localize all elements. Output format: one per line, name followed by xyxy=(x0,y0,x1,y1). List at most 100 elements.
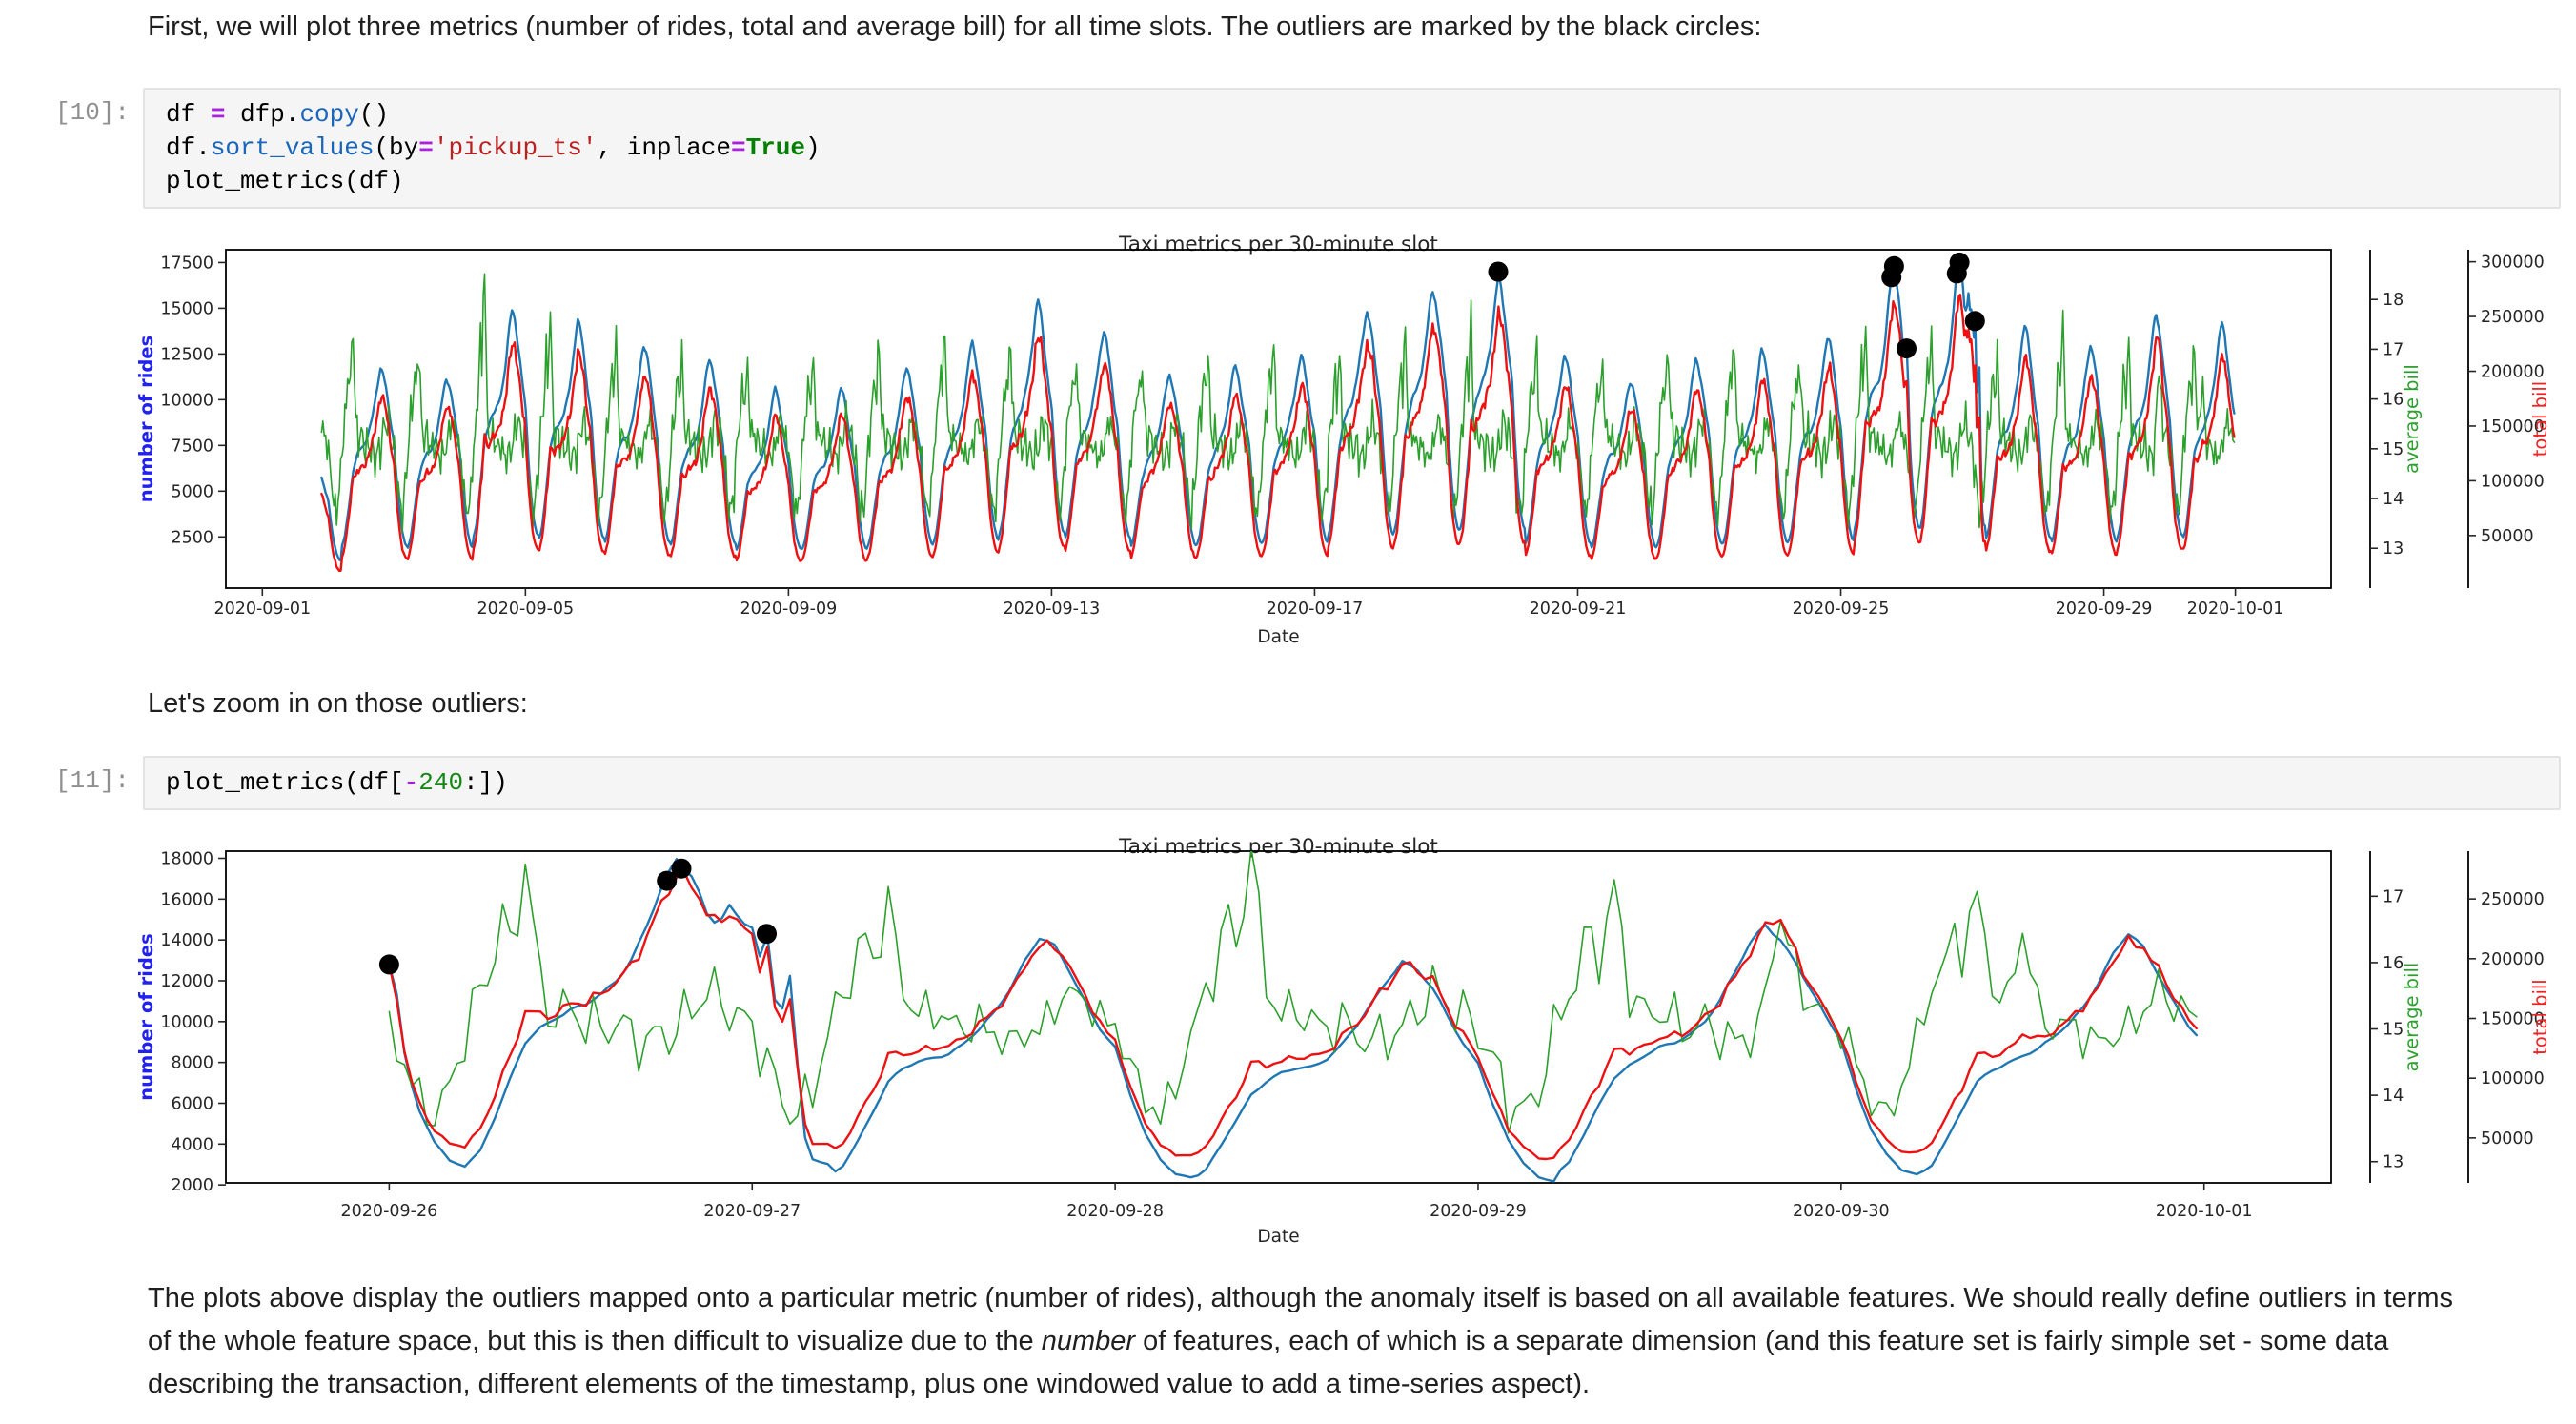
svg-text:300000: 300000 xyxy=(2481,254,2545,273)
outlier-marker xyxy=(1949,252,1970,273)
execution-count-11: [11]: xyxy=(54,766,130,795)
svg-text:13: 13 xyxy=(2383,539,2404,559)
svg-text:2020-10-01: 2020-10-01 xyxy=(2156,1202,2253,1221)
average-bill-axis-label: average bill xyxy=(2401,963,2423,1072)
total-bill-axis-label: total bill xyxy=(2529,381,2551,457)
execution-count-10: [10]: xyxy=(54,98,130,127)
series-lines xyxy=(388,851,2199,1183)
svg-text:50000: 50000 xyxy=(2481,527,2534,546)
code-token: , inplace xyxy=(597,133,731,162)
svg-text:2020-09-13: 2020-09-13 xyxy=(1004,600,1101,619)
code-token: (by xyxy=(374,133,419,162)
code-editor-11[interactable]: plot_metrics(df[-240:]) xyxy=(166,766,2559,800)
outlier-markers xyxy=(1488,252,1985,359)
code-token: = xyxy=(418,133,434,162)
svg-text:17: 17 xyxy=(2383,340,2404,359)
code-token: = xyxy=(730,133,746,162)
svg-text:13: 13 xyxy=(2383,1153,2404,1172)
svg-text:16000: 16000 xyxy=(160,890,213,909)
code-token: plot_metrics(df) xyxy=(166,167,404,195)
intro-markdown: First, we will plot three metrics (numbe… xyxy=(148,11,1762,42)
svg-text:2020-09-17: 2020-09-17 xyxy=(1267,600,1364,619)
chart-title: Taxi metrics per 30-minute slot xyxy=(1118,233,1438,256)
svg-text:2020-09-26: 2020-09-26 xyxy=(341,1202,438,1221)
date-axis-label: Date xyxy=(1257,627,1299,647)
svg-text:16: 16 xyxy=(2383,954,2404,973)
code-line: df = dfp.copy() xyxy=(166,98,2559,132)
code-token: 240 xyxy=(418,768,464,797)
rides-line xyxy=(388,858,2199,1183)
svg-text:50000: 50000 xyxy=(2481,1129,2534,1149)
svg-text:250000: 250000 xyxy=(2481,890,2545,909)
code-cell-11[interactable]: plot_metrics(df[-240:]) xyxy=(143,756,2561,810)
svg-text:10000: 10000 xyxy=(160,391,213,410)
code-token: True xyxy=(745,133,805,162)
average-bill-line xyxy=(388,851,2198,1134)
outlier-marker xyxy=(1883,255,1904,276)
total-bill-axis-label: total bill xyxy=(2529,979,2551,1054)
total-bill-line xyxy=(388,870,2199,1161)
code-token: = xyxy=(210,100,226,129)
svg-text:2020-09-29: 2020-09-29 xyxy=(2056,600,2153,619)
code-line: plot_metrics(df[-240:]) xyxy=(166,766,2559,800)
outlier-markers xyxy=(378,858,777,975)
svg-text:2020-09-09: 2020-09-09 xyxy=(740,600,838,619)
svg-text:14: 14 xyxy=(2383,1087,2404,1106)
svg-text:15: 15 xyxy=(2383,440,2404,459)
outlier-marker xyxy=(1897,338,1917,359)
svg-text:200000: 200000 xyxy=(2481,363,2545,382)
svg-text:7500: 7500 xyxy=(171,437,213,456)
code-editor-10[interactable]: df = dfp.copy() df.sort_values(by='pickup… xyxy=(166,98,2559,198)
code-token: df. xyxy=(166,133,211,162)
code-cell-10[interactable]: df = dfp.copy() df.sort_values(by='pickup… xyxy=(143,88,2561,209)
rides-axis-label: number of rides xyxy=(135,933,157,1100)
code-token: () xyxy=(358,100,390,129)
svg-text:16: 16 xyxy=(2383,391,2404,410)
svg-text:2020-09-25: 2020-09-25 xyxy=(1793,600,1890,619)
svg-text:2020-09-29: 2020-09-29 xyxy=(1430,1202,1527,1221)
svg-text:2000: 2000 xyxy=(171,1176,213,1195)
svg-text:17500: 17500 xyxy=(160,254,213,273)
rides-axis: 2500 5000 7500 10000 12500 15000 17500 number o… xyxy=(135,254,226,547)
average-bill-line xyxy=(320,273,2236,534)
svg-text:2020-09-27: 2020-09-27 xyxy=(703,1202,801,1221)
outlier-marker xyxy=(757,924,777,945)
svg-text:18: 18 xyxy=(2383,291,2404,310)
svg-text:2020-09-30: 2020-09-30 xyxy=(1793,1202,1890,1221)
date-axis-label: Date xyxy=(1257,1227,1299,1247)
total-bill-line xyxy=(320,294,2236,573)
closing-italic-word: number xyxy=(1041,1326,1136,1356)
outlier-marker xyxy=(657,870,678,891)
svg-text:2020-09-21: 2020-09-21 xyxy=(1530,600,1627,619)
plot-area xyxy=(225,249,2332,589)
date-axis: 2020-09-26 2020-09-27 2020-09-28 2020-09-29… xyxy=(341,1183,2253,1247)
average-bill-axis: 13 14 15 16 17 average bill xyxy=(2369,851,2423,1183)
svg-text:17: 17 xyxy=(2383,887,2404,906)
code-token: - xyxy=(403,768,419,797)
outlier-marker xyxy=(671,858,692,879)
outlier-marker xyxy=(1964,311,1985,332)
svg-text:2020-09-28: 2020-09-28 xyxy=(1066,1202,1164,1221)
svg-text:2500: 2500 xyxy=(171,528,213,547)
chart-title: Taxi metrics per 30-minute slot xyxy=(1118,835,1438,859)
outlier-marker xyxy=(1488,261,1509,282)
closing-text-1: The plots above display the outliers map… xyxy=(148,1283,2454,1356)
svg-text:4000: 4000 xyxy=(171,1135,213,1154)
series-lines xyxy=(320,254,2236,573)
svg-text:6000: 6000 xyxy=(171,1094,213,1113)
rides-axis: 2000 4000 6000 8000 10000 12000 14000 16000 1800… xyxy=(135,849,226,1195)
taxi-metrics-figure-zoomed: Taxi metrics per 30-minute slot 2000 4000 6… xyxy=(135,835,2551,1247)
code-token: copy xyxy=(299,100,359,129)
svg-text:100000: 100000 xyxy=(2481,1069,2545,1088)
code-token: plot_metrics(df[ xyxy=(166,768,404,797)
svg-text:12000: 12000 xyxy=(160,972,213,991)
average-bill-axis: 13 14 15 16 17 18 average bill xyxy=(2369,250,2423,588)
svg-text:15000: 15000 xyxy=(160,299,213,318)
average-bill-axis-label: average bill xyxy=(2401,364,2423,474)
date-axis: 2020-09-01 2020-09-05 2020-09-09 2020-09-13… xyxy=(213,588,2283,647)
rides-axis-label: number of rides xyxy=(135,336,157,502)
svg-text:18000: 18000 xyxy=(160,849,213,868)
code-token: 'pickup_ts' xyxy=(433,133,598,162)
svg-text:150000: 150000 xyxy=(2481,417,2545,437)
code-token: :]) xyxy=(463,768,508,797)
